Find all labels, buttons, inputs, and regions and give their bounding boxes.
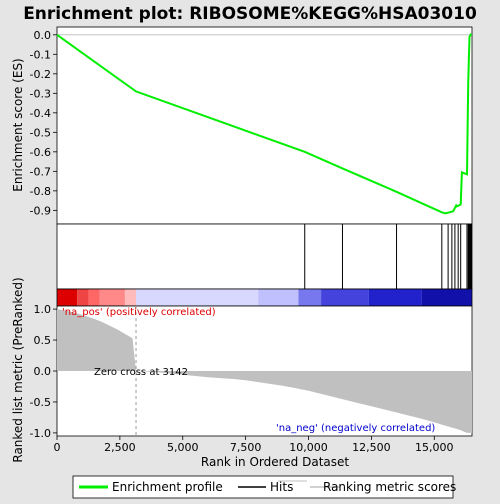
es-y-tick-label: -0.2 xyxy=(30,68,51,81)
heatbar-segment xyxy=(321,289,369,306)
es-y-tick-label: -0.5 xyxy=(30,126,51,139)
hits-panel xyxy=(56,223,473,290)
chart-title: Enrichment plot: RIBOSOME%KEGG%HSA03010 xyxy=(23,4,477,24)
legend-hits-label: Hits xyxy=(270,480,293,494)
heatbar-segment xyxy=(99,289,125,306)
heatbar-segment xyxy=(136,289,259,306)
es-y-axis-label: Enrichment score (ES) xyxy=(11,58,25,191)
es-y-tick-label: -0.3 xyxy=(30,87,51,100)
x-tick-label: 7,500 xyxy=(230,441,262,454)
x-axis-label: Rank in Ordered Dataset xyxy=(201,455,349,469)
negative-correlation-label: 'na_neg' (negatively correlated) xyxy=(276,423,435,434)
es-y-tick-label: -0.8 xyxy=(30,185,51,198)
metric-y-tick-label: 1.0 xyxy=(34,303,52,316)
es-y-tick-label: -0.4 xyxy=(30,107,51,120)
heatbar-segment xyxy=(258,289,299,306)
positive-correlation-label: 'na_pos' (positively correlated) xyxy=(62,307,216,318)
ranking-metric-area xyxy=(57,309,472,433)
heatbar-segment xyxy=(57,289,78,306)
heatbar-segment xyxy=(77,289,89,306)
x-tick-label: 10,000 xyxy=(289,441,328,454)
metric-y-tick-label: -1.0 xyxy=(30,427,51,440)
es-y-tick-label: -0.6 xyxy=(30,146,51,159)
es-panel xyxy=(56,26,473,225)
es-y-tick-label: 0.0 xyxy=(34,29,52,42)
heatbar-segment xyxy=(298,289,322,306)
es-y-tick-label: -0.1 xyxy=(30,48,51,61)
es-y-tick-label: -0.7 xyxy=(30,165,51,178)
metric-y-tick-label: 0.0 xyxy=(34,365,52,378)
metric-y-axis-label: Ranked list metric (PreRanked) xyxy=(11,277,25,462)
zero-cross-label: Zero cross at 3142 xyxy=(94,367,188,378)
enrichment-profile-line xyxy=(56,33,473,215)
metric-y-tick-label: 0.5 xyxy=(34,334,52,347)
es-y-tick-label: -0.9 xyxy=(30,204,51,217)
legend-metric-label: Ranking metric scores xyxy=(323,480,456,494)
x-tick-label: 12,500 xyxy=(352,441,391,454)
heatbar-segment xyxy=(88,289,100,306)
x-tick-label: 2,500 xyxy=(104,441,136,454)
heatbar-segment xyxy=(421,289,472,306)
x-tick-label: 0 xyxy=(54,441,61,454)
heatbar-segment xyxy=(368,289,422,306)
metric-y-tick-label: -0.5 xyxy=(30,396,51,409)
x-tick-label: 15,000 xyxy=(415,441,454,454)
x-tick-label: 5,000 xyxy=(167,441,199,454)
heatbar-segment xyxy=(124,289,137,306)
legend-profile-label: Enrichment profile xyxy=(112,480,223,494)
